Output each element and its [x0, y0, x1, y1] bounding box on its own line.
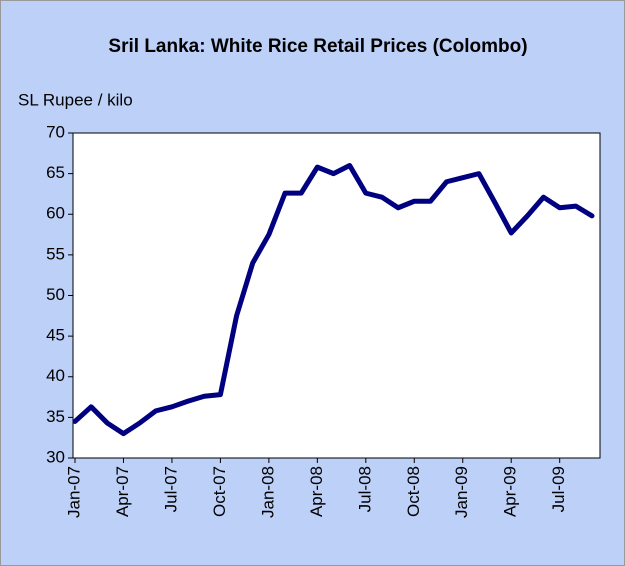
x-tick-label: Jan-07: [64, 466, 83, 518]
x-tick-label: Apr-09: [501, 466, 520, 517]
x-tick-label: Oct-08: [404, 466, 423, 517]
y-tick-label: 40: [46, 366, 65, 385]
y-tick-label: 35: [46, 407, 65, 426]
y-tick-label: 65: [46, 163, 65, 182]
y-tick-label: 45: [46, 326, 65, 345]
line-series: [72, 163, 595, 437]
x-tick-label: Apr-07: [113, 466, 132, 517]
x-tick-label: Jul-07: [161, 466, 180, 512]
x-tick-label: Jan-09: [452, 466, 471, 518]
x-tick-label: Apr-08: [307, 466, 326, 517]
y-tick-label: 30: [46, 447, 65, 466]
y-tick-label: 50: [46, 285, 65, 304]
y-tick-label: 70: [46, 122, 65, 141]
y-axis-label: SL Rupee / kilo: [18, 90, 133, 109]
plot-area: [72, 132, 601, 459]
y-tick-label: 60: [46, 204, 65, 223]
chart-title: Sril Lanka: White Rice Retail Prices (Co…: [108, 36, 527, 57]
x-tick-label: Jul-08: [355, 466, 374, 512]
x-tick-label: Oct-07: [210, 466, 229, 517]
x-tick-label: Jan-08: [258, 466, 277, 518]
y-tick-label: 55: [46, 244, 65, 263]
x-tick-label: Jul-09: [549, 466, 568, 512]
